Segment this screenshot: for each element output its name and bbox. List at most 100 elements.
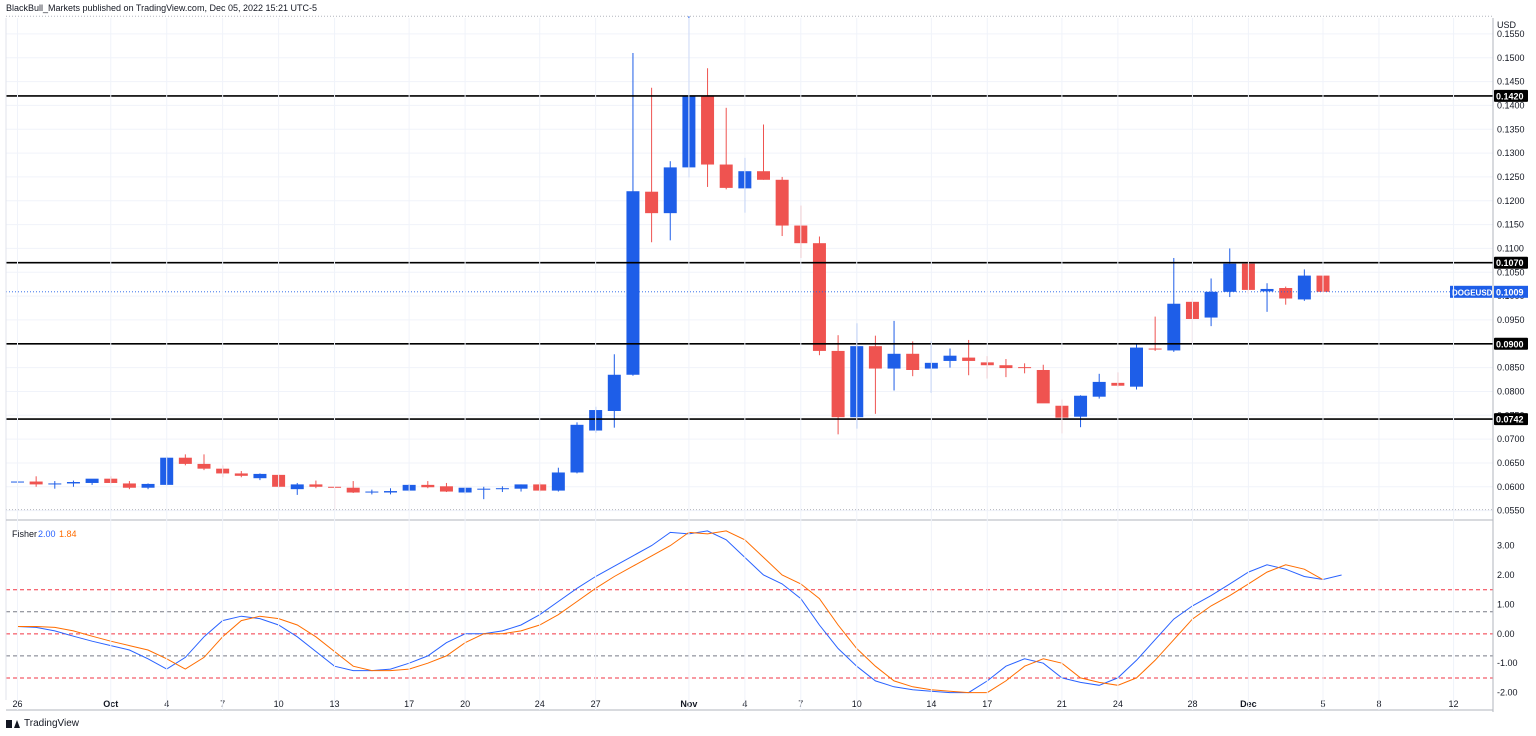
candle — [831, 335, 845, 435]
candle — [943, 348, 957, 368]
candle — [906, 341, 920, 377]
fisher-tick-label: 1.00 — [1497, 599, 1515, 609]
price-tick-label: 0.0650 — [1497, 458, 1525, 468]
price-tick-label: 0.0800 — [1497, 386, 1525, 396]
fisher-title: Fisher — [12, 529, 37, 539]
candle — [1148, 316, 1162, 351]
last-price-tag — [1494, 285, 1528, 298]
candle-body — [701, 95, 715, 165]
candle-body — [719, 164, 733, 188]
candle-body — [495, 488, 509, 490]
price-tick-label: 0.1250 — [1497, 172, 1525, 182]
candle — [66, 480, 80, 487]
trigger-line — [17, 530, 1324, 694]
price-tick-label: 0.1400 — [1497, 100, 1525, 110]
candle-body — [775, 179, 789, 226]
candle-body — [384, 491, 397, 493]
price-pane: 0.05500.06000.06500.07000.07500.08000.08… — [6, 15, 1528, 516]
candle-body — [477, 488, 491, 490]
candle — [812, 236, 826, 356]
price-tick-label: 0.1500 — [1497, 53, 1525, 63]
candle-body — [1018, 367, 1032, 369]
candle-body — [570, 424, 584, 473]
price-tick-label: 0.0850 — [1497, 363, 1525, 373]
candle — [346, 481, 360, 493]
fisher-tick-label: -1.00 — [1497, 658, 1518, 668]
candle-body — [645, 191, 659, 214]
candle — [197, 454, 211, 471]
candle-body — [831, 350, 845, 418]
fisher-tick-label: 0.00 — [1497, 629, 1515, 639]
price-tick-label: 0.1450 — [1497, 77, 1525, 87]
candle-body — [906, 353, 920, 370]
candle — [626, 52, 640, 376]
candle — [85, 478, 99, 485]
price-tick-label: 0.1150 — [1497, 220, 1524, 230]
candle — [234, 471, 248, 478]
candle-body — [421, 484, 435, 488]
candle — [887, 320, 901, 391]
candle — [253, 473, 267, 481]
candle — [477, 486, 491, 500]
fisher-pane: 3.00 2.00 1.00 0.00 -1.00 -2.00 Fisher 2.00 1.84 — [6, 529, 1518, 698]
candle-body — [812, 243, 826, 351]
candle — [1036, 364, 1050, 404]
candle-body — [309, 484, 323, 487]
trigger-value: 1.84 — [59, 529, 77, 539]
fisher-tick-label: -2.00 — [1497, 688, 1518, 698]
candle-body — [48, 483, 62, 485]
candle-body — [757, 171, 770, 180]
candle-body — [1279, 287, 1293, 299]
candle — [1074, 395, 1088, 428]
price-tick-label: 0.1200 — [1497, 196, 1525, 206]
candle — [309, 480, 323, 489]
price-tick-label: 0.0550 — [1497, 506, 1525, 516]
fisher-legend: Fisher 2.00 1.84 — [12, 529, 77, 539]
candle-body — [365, 491, 379, 493]
symbol-tag — [1450, 285, 1492, 298]
candle — [775, 176, 789, 237]
level-price-text: 0.1070 — [1496, 258, 1524, 268]
level-price-text: 0.1420 — [1496, 91, 1524, 101]
candle-body — [234, 473, 248, 476]
candle — [1018, 363, 1032, 374]
candle-body — [1204, 291, 1218, 318]
candle — [1260, 283, 1274, 312]
candle — [1130, 343, 1143, 390]
candle — [29, 476, 43, 487]
candle — [495, 486, 509, 493]
symbol-tag-text: DOGEUSD — [1452, 288, 1493, 297]
tradingview-logo[interactable]: TradingView — [6, 718, 79, 729]
candle-body — [197, 463, 211, 469]
tradingview-logo-icon — [6, 719, 20, 728]
fisher-line — [17, 530, 1342, 694]
level-price-tag — [1494, 413, 1528, 426]
candle — [663, 161, 677, 241]
candle-body — [607, 374, 621, 411]
candle-body — [887, 353, 901, 369]
price-tick-label: 0.1350 — [1497, 124, 1525, 134]
candle — [551, 467, 565, 492]
candle — [1297, 269, 1311, 301]
fisher-value: 2.00 — [38, 529, 56, 539]
candle-body — [290, 484, 304, 490]
candle-body — [1130, 347, 1143, 387]
fisher-tick-label: 3.00 — [1497, 541, 1515, 551]
publish-header: BlackBull_Markets published on TradingVi… — [6, 3, 318, 13]
level-price-text: 0.0742 — [1496, 415, 1524, 425]
candle-body — [122, 483, 136, 488]
price-tick-label: 0.1050 — [1497, 267, 1525, 277]
candle — [514, 484, 528, 492]
candle — [719, 107, 733, 190]
price-tick-label: 0.1550 — [1497, 29, 1525, 39]
candle-body — [962, 357, 976, 361]
candle-body — [1148, 348, 1162, 350]
level-price-tag — [1494, 89, 1528, 102]
candle-body — [178, 457, 192, 464]
price-tick-label: 0.1100 — [1497, 243, 1524, 253]
candle-body — [868, 346, 882, 369]
candle — [421, 481, 435, 489]
candle — [178, 454, 192, 466]
tradingview-logo-text: TradingView — [24, 718, 80, 729]
